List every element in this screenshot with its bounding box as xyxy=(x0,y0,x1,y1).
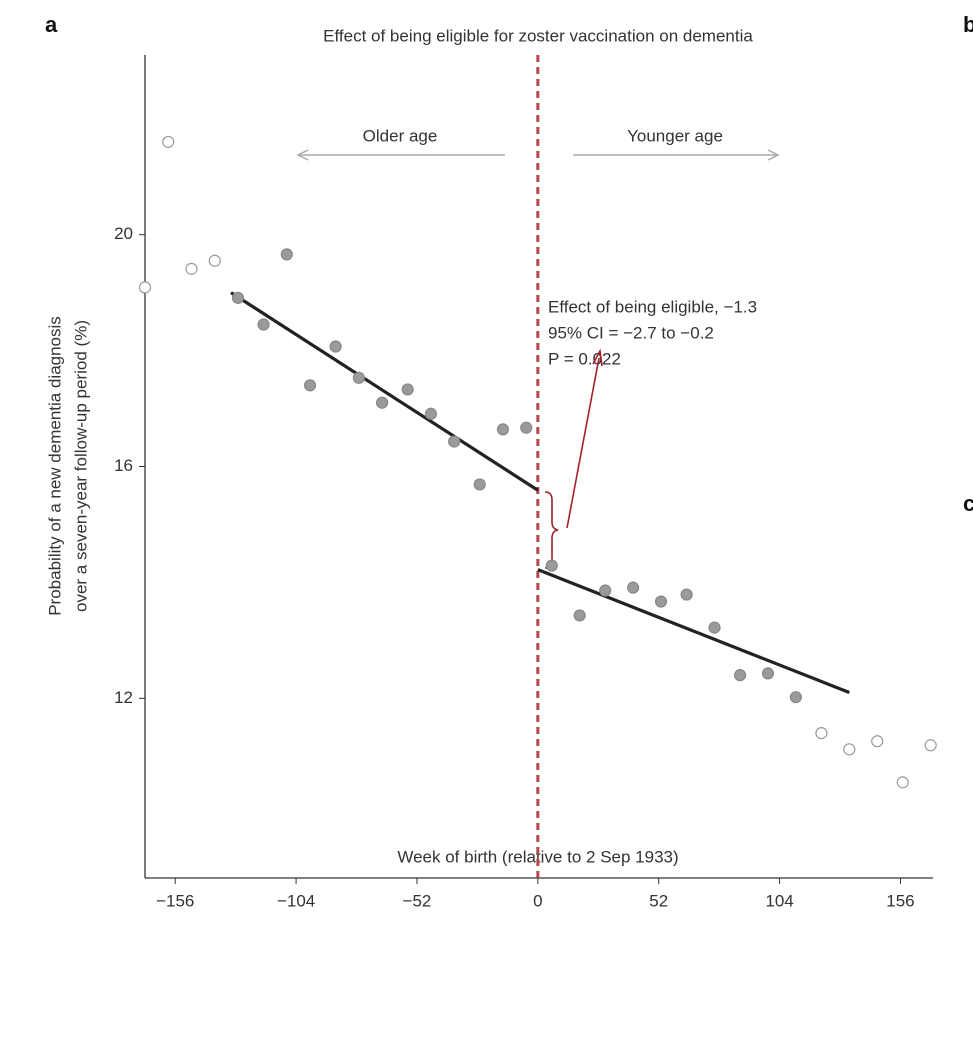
data-point xyxy=(496,423,510,436)
data-point xyxy=(424,407,438,420)
x-tick-label: 104 xyxy=(765,891,793,910)
data-point xyxy=(789,691,802,704)
data-point xyxy=(871,735,884,748)
fit-line xyxy=(537,568,850,695)
data-point xyxy=(843,743,856,756)
y-axis-label: Probability of a new dementia diagnosis xyxy=(45,316,64,616)
fit-line xyxy=(230,291,539,492)
data-point xyxy=(448,435,461,448)
data-point xyxy=(257,318,270,331)
x-axis-label: Week of birth (relative to 2 Sep 1933) xyxy=(397,847,678,866)
data-point xyxy=(231,291,245,304)
data-point xyxy=(520,421,533,434)
data-point xyxy=(627,581,640,594)
data-point xyxy=(680,588,693,601)
annotation: P = 0.022 xyxy=(548,349,621,368)
direction-label: Younger age xyxy=(627,126,723,145)
data-point xyxy=(924,739,937,752)
effect-marker xyxy=(544,348,603,569)
x-tick-label: −156 xyxy=(156,891,194,910)
data-point xyxy=(896,776,909,789)
data-point xyxy=(208,254,221,267)
annotation: 95% CI = −2.7 to −0.2 xyxy=(548,323,714,342)
x-tick-label: 52 xyxy=(649,891,668,910)
data-point xyxy=(185,262,198,275)
data-point xyxy=(138,281,152,294)
data-point xyxy=(761,667,775,680)
x-tick-label: 156 xyxy=(886,891,914,910)
data-point xyxy=(733,669,747,682)
data-point xyxy=(573,609,586,622)
data-point xyxy=(401,383,414,396)
panel-label: a xyxy=(45,12,58,37)
y-tick-label: 12 xyxy=(114,688,133,707)
panel-label: b xyxy=(963,12,973,37)
data-point xyxy=(473,478,486,491)
data-point xyxy=(654,595,668,608)
panel-label: c xyxy=(963,491,973,516)
y-axis-label: over a seven-year follow-up period (%) xyxy=(71,320,90,612)
x-tick-label: 0 xyxy=(533,891,542,910)
data-point xyxy=(162,135,175,149)
data-point xyxy=(375,396,389,409)
y-tick-label: 20 xyxy=(114,224,133,243)
data-point xyxy=(303,379,317,392)
direction-arrows xyxy=(296,149,780,161)
data-point xyxy=(329,340,342,353)
direction-label: Older age xyxy=(363,126,438,145)
x-tick-label: −104 xyxy=(277,891,315,910)
chart-title: Effect of being eligible for zoster vacc… xyxy=(323,26,753,45)
data-point xyxy=(352,371,365,384)
y-tick-label: 16 xyxy=(114,456,133,475)
data-point xyxy=(708,621,721,634)
data-point xyxy=(599,584,612,597)
x-tick-label: −52 xyxy=(403,891,432,910)
data-point xyxy=(280,248,293,261)
data-point xyxy=(545,559,558,572)
annotation: Effect of being eligible, −1.3 xyxy=(548,297,757,316)
data-point xyxy=(815,727,828,740)
